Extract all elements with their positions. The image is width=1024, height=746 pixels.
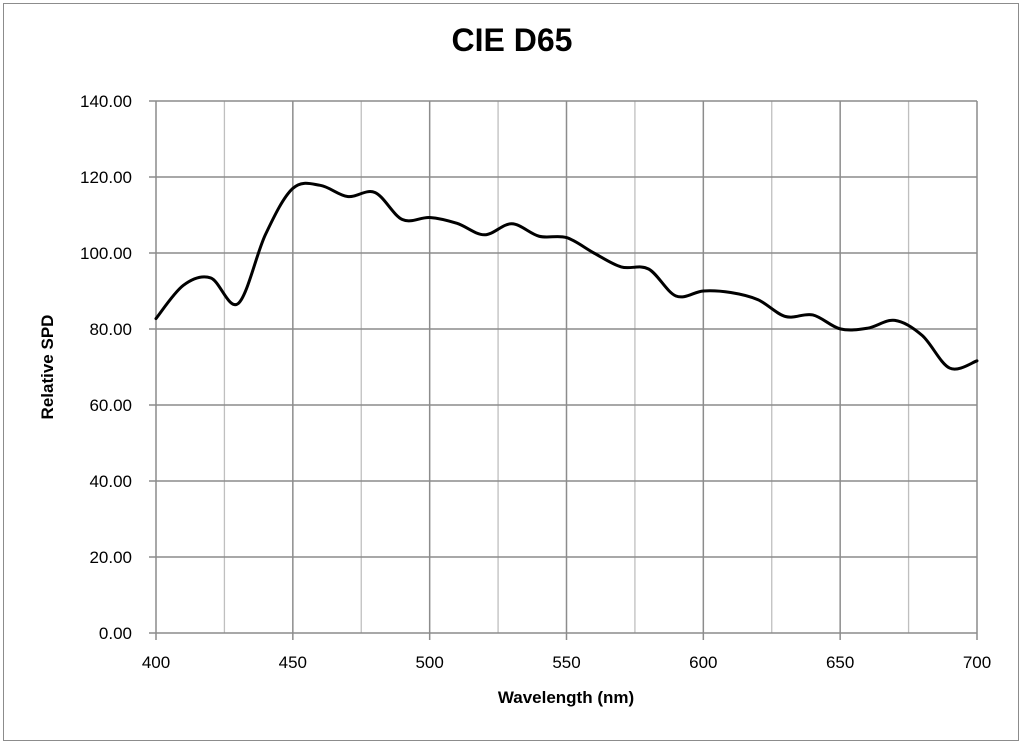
y-axis-ticks: 0.00 20.00 40.00 60.00 80.00 100.00 120.00 140.… xyxy=(80,92,132,643)
y-tick-label: 60.00 xyxy=(89,396,132,415)
data-series-line xyxy=(154,181,979,371)
x-tick-label: 600 xyxy=(689,653,717,672)
chart-title: CIE D65 xyxy=(451,22,573,58)
y-tick-label: 0.00 xyxy=(99,624,132,643)
x-tick-label: 400 xyxy=(142,653,170,672)
x-tick-label: 550 xyxy=(552,653,580,672)
y-tick-label: 80.00 xyxy=(89,320,132,339)
x-axis-label: Wavelength (nm) xyxy=(497,688,635,707)
y-tick-label: 20.00 xyxy=(89,548,132,567)
x-tick-label: 650 xyxy=(826,653,854,672)
gridlines xyxy=(149,100,978,640)
y-tick-label: 100.00 xyxy=(80,244,132,263)
x-tick-label: 700 xyxy=(963,653,991,672)
y-tick-label: 120.00 xyxy=(80,168,132,187)
x-axis-ticks: 400 450 500 550 600 650 700 xyxy=(142,653,991,672)
chart-frame xyxy=(3,3,1019,741)
y-tick-label: 40.00 xyxy=(89,472,132,491)
x-tick-label: 450 xyxy=(279,653,307,672)
x-tick-label: 500 xyxy=(415,653,443,672)
y-tick-label: 140.00 xyxy=(80,92,132,111)
